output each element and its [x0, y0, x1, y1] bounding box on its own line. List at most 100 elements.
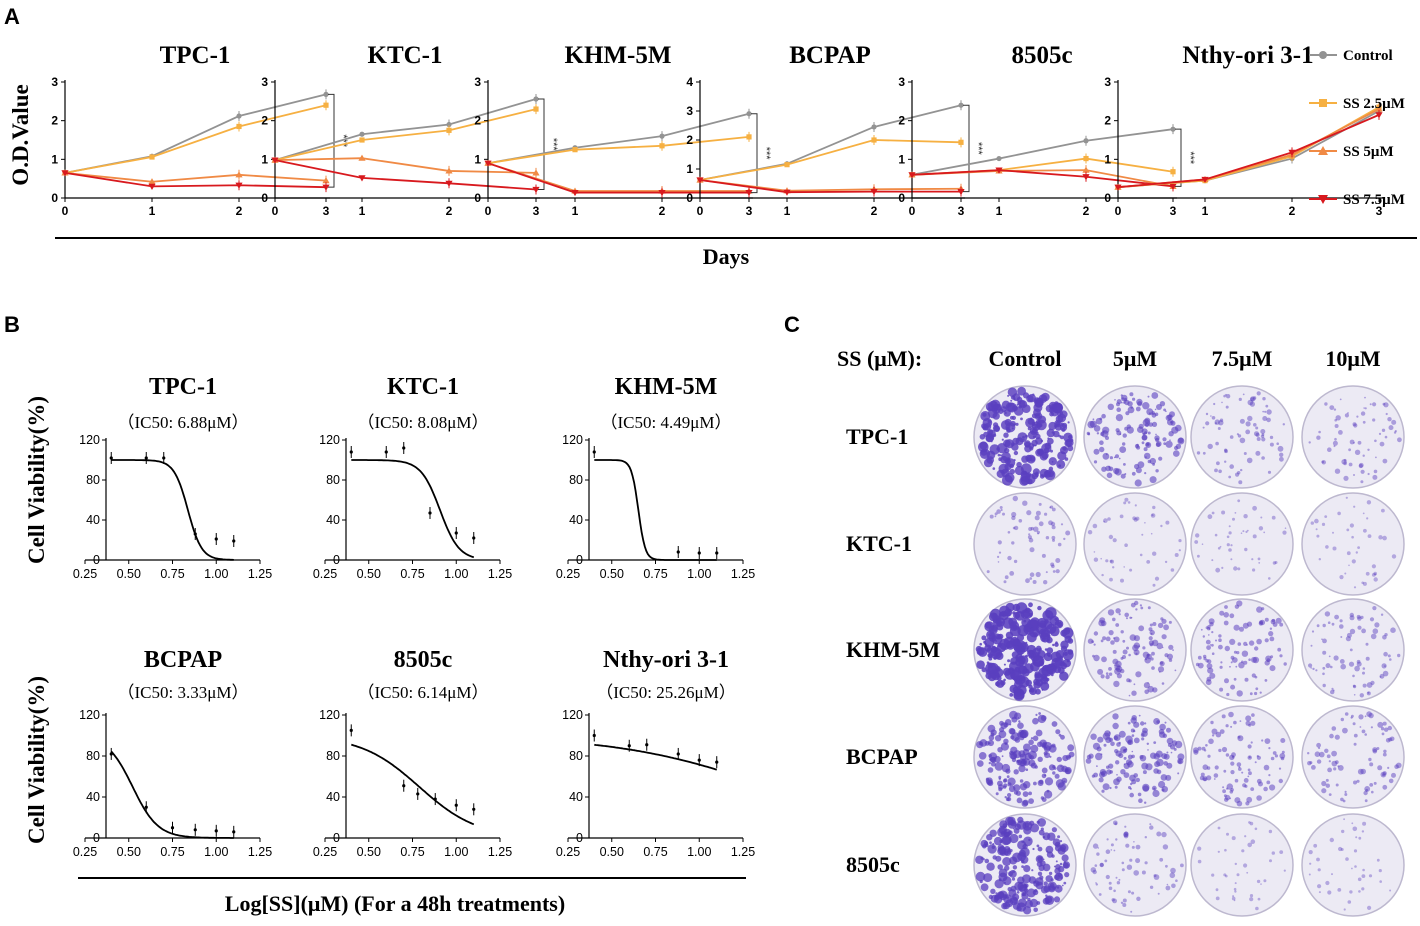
- colony: [1364, 733, 1367, 736]
- colony: [1237, 471, 1241, 475]
- colony: [1025, 434, 1028, 438]
- colony: [1358, 463, 1363, 469]
- colony: [1024, 822, 1030, 828]
- colony: [1004, 447, 1010, 454]
- colony: [1247, 744, 1252, 749]
- colony: [1009, 571, 1015, 576]
- colony: [1245, 530, 1248, 534]
- significance-bracket: [751, 113, 758, 194]
- colony: [1351, 559, 1356, 564]
- colony: [1225, 724, 1229, 728]
- colony: [1245, 720, 1251, 726]
- data-point-control: [958, 102, 964, 108]
- colony: [1389, 736, 1395, 742]
- colony: [1268, 829, 1273, 834]
- colony: [1166, 751, 1169, 754]
- colony: [1242, 393, 1245, 396]
- colony: [1017, 732, 1023, 738]
- colony: [999, 720, 1004, 726]
- colony: [1121, 861, 1125, 865]
- colony: [1102, 732, 1111, 740]
- colony: [1054, 884, 1063, 893]
- colony: [1065, 530, 1071, 536]
- colony: [1375, 456, 1377, 459]
- x-tick-label: 1.25: [248, 845, 272, 859]
- colony: [1321, 522, 1326, 527]
- data-point-control: [446, 121, 452, 128]
- colony: [1092, 523, 1098, 529]
- colony: [1022, 799, 1029, 806]
- colony: [1115, 760, 1120, 765]
- colony: [981, 667, 987, 673]
- colony: [1361, 887, 1365, 891]
- colony: [1097, 847, 1100, 849]
- colony: [1382, 773, 1385, 777]
- colony: [1006, 427, 1010, 431]
- colony: [1101, 656, 1107, 663]
- data-point-ss75: [1169, 183, 1177, 190]
- colony: [986, 570, 990, 574]
- series-line-ss5: [274, 157, 537, 174]
- colony: [1370, 633, 1377, 640]
- colony: [1101, 789, 1105, 793]
- colony: [1279, 622, 1284, 627]
- x-tick-label: 3: [1376, 204, 1383, 218]
- y-tick-label: 0: [474, 191, 481, 205]
- colony: [1093, 425, 1101, 432]
- x-tick-label: 1.25: [248, 567, 272, 581]
- colony: [1144, 801, 1147, 804]
- x-tick-label: 0.50: [117, 845, 141, 859]
- colony: [1028, 739, 1034, 746]
- colony: [1231, 752, 1236, 758]
- colony: [1234, 882, 1237, 885]
- colony: [1206, 663, 1213, 669]
- colony: [1217, 826, 1221, 830]
- colony: [1193, 749, 1199, 755]
- colony: [1155, 437, 1160, 443]
- colony: [1020, 847, 1030, 857]
- colony: [1228, 711, 1234, 718]
- colony: [1129, 792, 1134, 798]
- data-point-ss5: [322, 177, 330, 184]
- colony: [1147, 606, 1151, 610]
- colony: [1158, 780, 1166, 789]
- colony: [1263, 531, 1266, 534]
- colony: [1349, 612, 1355, 618]
- colony: [1091, 774, 1095, 778]
- colony: [1027, 535, 1032, 540]
- colony: [1092, 843, 1099, 849]
- x-tick-label: 0.75: [400, 845, 424, 859]
- colony: [1228, 525, 1231, 528]
- colony: [1237, 434, 1242, 438]
- colony: [1353, 780, 1357, 785]
- significance-label: ***: [760, 147, 772, 161]
- colony: [1357, 546, 1360, 549]
- colony: [1378, 535, 1383, 540]
- colony: [1157, 666, 1165, 673]
- colony: [1325, 778, 1329, 782]
- colony: [1240, 532, 1243, 534]
- colony: [1159, 723, 1166, 731]
- colony: [1247, 775, 1250, 778]
- colony: [1258, 621, 1264, 626]
- colony: [1230, 544, 1233, 547]
- colony: [1131, 845, 1135, 849]
- colony: [1178, 539, 1182, 543]
- colony: [1226, 832, 1229, 836]
- colony: [1012, 437, 1020, 445]
- row-label: 8505c: [846, 852, 900, 877]
- data-point-ss25: [236, 123, 242, 130]
- colony: [990, 440, 993, 443]
- colony: [1372, 402, 1377, 407]
- colony: [1039, 474, 1045, 479]
- data-point-ss25: [871, 137, 877, 143]
- colony: [1042, 665, 1048, 671]
- colony: [1138, 798, 1143, 803]
- y-tick-label: 3: [898, 75, 905, 89]
- colony: [1013, 689, 1025, 701]
- colony: [1035, 571, 1041, 578]
- colony: [1043, 881, 1048, 886]
- data-point-ss75: [445, 180, 453, 187]
- colony: [984, 858, 990, 864]
- colony: [1262, 416, 1268, 421]
